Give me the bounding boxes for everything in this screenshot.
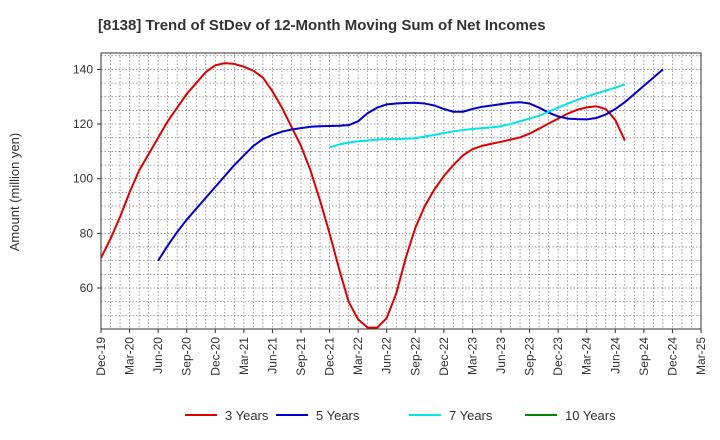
y-tick-labels: 60 80 100 120 140 — [73, 62, 101, 295]
x-tick-label: Sep-23 — [523, 337, 537, 376]
x-tick-label: Sep-22 — [408, 337, 422, 376]
legend-label: 7 Years — [449, 408, 493, 423]
y-tick-label: 60 — [80, 281, 94, 295]
series-lines — [100, 62, 664, 329]
legend-label: 5 Years — [316, 408, 360, 423]
x-tick-label: Jun-24 — [608, 337, 622, 374]
series-line-5-years — [157, 68, 664, 262]
x-tick-label: Sep-24 — [637, 337, 651, 376]
x-tick-labels: Dec-19 Mar-20 Jun-20 Sep-20 Dec-20 Mar-21 Jun-… — [94, 329, 708, 376]
x-tick-label: Mar-21 — [237, 337, 251, 375]
legend-label: 10 Years — [565, 408, 616, 423]
x-tick-label: Mar-23 — [465, 337, 479, 375]
y-tick-label: 80 — [80, 226, 94, 240]
y-tick-label: 140 — [73, 62, 93, 76]
x-tick-label: Dec-20 — [208, 337, 222, 376]
plot-area-border — [100, 52, 702, 330]
x-tick-label: Dec-21 — [323, 337, 337, 376]
legend: 3 Years 5 Years 7 Years 10 Years — [185, 408, 616, 423]
series-line-7-years — [329, 83, 626, 149]
x-tick-label: Jun-23 — [494, 337, 508, 374]
y-axis-label: Amount (million yen) — [7, 133, 22, 252]
legend-label: 3 Years — [225, 408, 269, 423]
x-tick-label: Mar-24 — [580, 337, 594, 375]
series-line-3-years — [100, 62, 626, 329]
x-tick-label: Mar-25 — [694, 337, 708, 375]
x-tick-label: Mar-20 — [123, 337, 137, 375]
y-tick-label: 100 — [73, 172, 93, 186]
x-tick-label: Jun-22 — [380, 337, 394, 374]
grid — [101, 53, 701, 329]
x-tick-label: Dec-24 — [665, 337, 679, 376]
x-tick-label: Mar-22 — [351, 337, 365, 375]
x-tick-label: Sep-21 — [294, 337, 308, 376]
y-tick-label: 120 — [73, 117, 93, 131]
x-tick-label: Dec-23 — [551, 337, 565, 376]
x-tick-label: Jun-21 — [265, 337, 279, 374]
x-tick-label: Jun-20 — [151, 337, 165, 374]
x-tick-label: Dec-22 — [437, 337, 451, 376]
x-tick-label: Dec-19 — [94, 337, 108, 376]
chart-title: [8138] Trend of StDev of 12-Month Moving… — [98, 17, 546, 34]
x-tick-label: Sep-20 — [180, 337, 194, 376]
